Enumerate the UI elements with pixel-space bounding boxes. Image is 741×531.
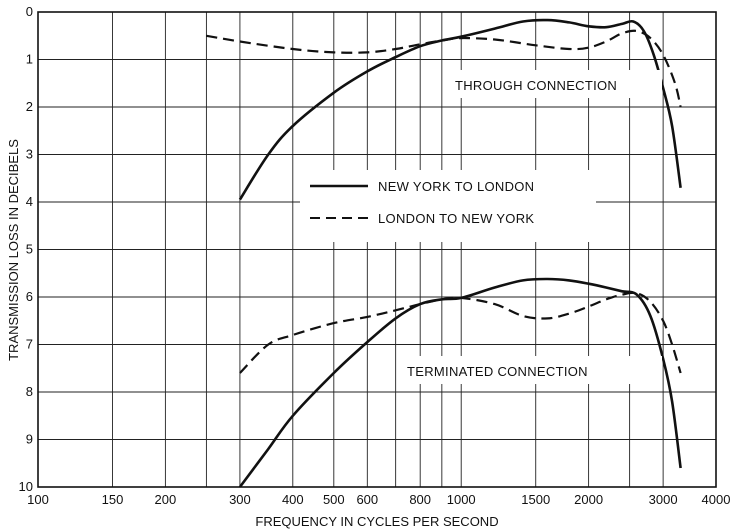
y-tick-label-5: 5 <box>26 242 33 257</box>
x-tick-label-800: 800 <box>409 492 431 507</box>
x-tick-label-1500: 1500 <box>521 492 550 507</box>
y-tick-label-2: 2 <box>26 99 33 114</box>
y-tick-label-6: 6 <box>26 289 33 304</box>
legend-bg <box>300 170 596 242</box>
y-tick-label-7: 7 <box>26 337 33 352</box>
x-tick-label-4000: 4000 <box>702 492 731 507</box>
x-tick-label-2000: 2000 <box>574 492 603 507</box>
x-axis-ticks: 100 150 200 300 400 500 600 800 1000 1500 2000 3000… <box>27 492 730 507</box>
legend-label-ny-to-london: NEW YORK TO LONDON <box>378 179 534 194</box>
x-tick-label-300: 300 <box>229 492 251 507</box>
annotation-through-connection: THROUGH CONNECTION <box>455 78 617 93</box>
series-line-through-ny-to-london <box>238 18 682 201</box>
plot-border <box>37 11 717 488</box>
legend: NEW YORK TO LONDON LONDON TO NEW YORK <box>300 170 596 242</box>
x-tick-label-600: 600 <box>356 492 378 507</box>
series-line-through-london-to-ny <box>206 29 682 108</box>
x-tick-label-100: 100 <box>27 492 49 507</box>
x-tick-label-200: 200 <box>155 492 177 507</box>
x-axis-title: FREQUENCY IN CYCLES PER SECOND <box>255 514 498 529</box>
chart-series <box>206 18 682 488</box>
y-tick-label-9: 9 <box>26 432 33 447</box>
y-tick-label-0: 0 <box>26 4 33 19</box>
series-line-terminated-ny-to-london <box>238 277 682 488</box>
x-tick-label-500: 500 <box>323 492 345 507</box>
x-tick-label-1000: 1000 <box>447 492 476 507</box>
x-tick-label-400: 400 <box>282 492 304 507</box>
y-axis-title: TRANSMISSION LOSS IN DECIBELS <box>6 139 21 361</box>
y-tick-label-8: 8 <box>26 384 33 399</box>
legend-label-london-to-ny: LONDON TO NEW YORK <box>378 211 534 226</box>
y-tick-label-10: 10 <box>19 479 33 494</box>
annotation-terminated-bg <box>398 356 662 384</box>
series-line-terminated-london-to-ny <box>239 291 682 374</box>
y-axis-ticks: 0 1 2 3 4 5 6 7 8 9 10 <box>19 4 33 494</box>
x-tick-label-150: 150 <box>102 492 124 507</box>
y-tick-label-4: 4 <box>26 194 33 209</box>
x-tick-label-3000: 3000 <box>649 492 678 507</box>
annotation-through-bg <box>444 70 662 98</box>
y-tick-label-3: 3 <box>26 147 33 162</box>
annotation-terminated-connection: TERMINATED CONNECTION <box>407 364 588 379</box>
y-tick-label-1: 1 <box>26 52 33 67</box>
